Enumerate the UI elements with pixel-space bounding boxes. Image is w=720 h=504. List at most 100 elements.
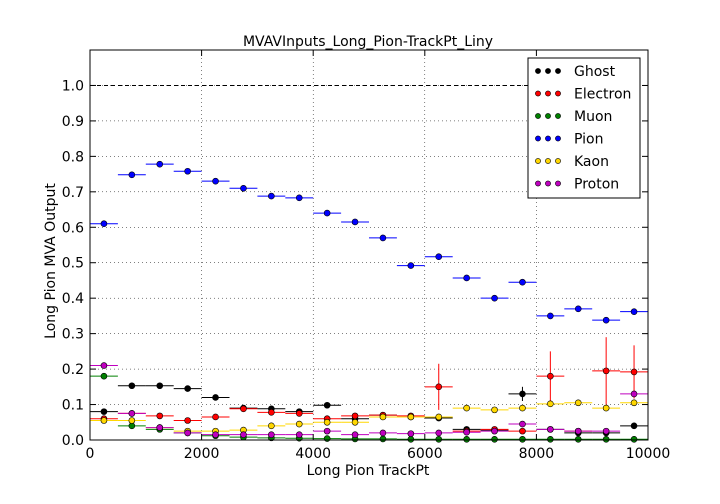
data-point <box>547 435 554 443</box>
data-point <box>351 431 359 438</box>
data-point <box>491 427 498 435</box>
plot-border <box>89 49 649 441</box>
data-point <box>156 382 164 390</box>
data-point <box>630 308 638 315</box>
data-point <box>407 413 415 421</box>
legend-marker <box>535 90 541 97</box>
legend-label: Kaon <box>574 154 609 170</box>
data-point <box>491 435 498 443</box>
data-point <box>212 394 219 401</box>
legend-marker <box>535 68 541 74</box>
data-point <box>463 435 470 443</box>
data-point <box>602 404 610 412</box>
data-point <box>184 385 191 392</box>
x-axis-title: Long Pion TrackPt <box>307 463 430 479</box>
data-point <box>351 418 359 426</box>
data-point <box>295 420 303 428</box>
data-point <box>212 413 219 421</box>
legend-marker <box>555 158 561 164</box>
data-point <box>435 413 443 421</box>
x-tick-label: 0 <box>86 446 95 462</box>
legend-item: Muon <box>535 109 612 125</box>
data-point <box>295 410 303 417</box>
data-point <box>574 427 582 435</box>
data-point <box>323 418 331 426</box>
series-proton <box>90 362 648 438</box>
data-point <box>435 429 443 437</box>
data-point <box>630 399 638 407</box>
data-point <box>128 417 136 424</box>
legend-marker <box>555 68 561 74</box>
data-point <box>574 435 582 443</box>
data-point <box>379 234 387 242</box>
data-point <box>128 171 136 179</box>
legend-item: Proton <box>535 177 619 193</box>
data-point <box>184 167 191 175</box>
data-point <box>463 274 470 282</box>
legend-marker <box>545 180 551 187</box>
legend-label: Electron <box>574 87 631 103</box>
series-layer <box>90 160 648 443</box>
data-point <box>240 405 247 413</box>
series-pion <box>90 160 648 324</box>
legend: Ghost Electron Muon Pion Kaon Proton <box>527 57 641 199</box>
data-point <box>268 422 275 430</box>
data-point <box>323 435 331 442</box>
y-tick-label: 0.2 <box>62 362 84 378</box>
data-point <box>630 368 638 376</box>
data-point <box>602 427 610 435</box>
data-point <box>351 412 359 420</box>
y-tick-label: 0.7 <box>62 185 84 201</box>
data-point <box>100 408 108 415</box>
data-point <box>268 192 275 200</box>
y-tick-label: 0.8 <box>62 149 84 165</box>
data-point <box>240 184 247 192</box>
data-point <box>435 253 443 261</box>
y-tick-label: 0.4 <box>62 291 84 307</box>
data-point <box>435 435 443 443</box>
legend-marker <box>555 90 561 97</box>
data-point <box>547 400 554 408</box>
legend-item: Pion <box>535 132 603 148</box>
data-point <box>463 404 470 412</box>
data-point <box>574 399 582 407</box>
data-point <box>212 431 219 438</box>
legend-marker <box>555 113 561 119</box>
data-point <box>128 410 136 417</box>
y-tick-label: 0.1 <box>62 398 84 414</box>
data-point <box>519 390 526 398</box>
legend-label: Pion <box>574 132 603 148</box>
data-point <box>630 422 638 430</box>
legend-marker <box>545 158 551 164</box>
data-point <box>602 435 610 443</box>
data-point <box>463 428 470 436</box>
legend-marker <box>535 158 541 164</box>
data-point <box>379 429 387 437</box>
legend-item: Ghost <box>535 64 616 80</box>
data-point <box>519 278 526 286</box>
data-point <box>100 362 108 369</box>
data-point <box>268 431 275 438</box>
data-point <box>295 431 303 438</box>
data-point <box>379 435 387 443</box>
data-point <box>574 305 582 313</box>
data-point <box>547 372 554 380</box>
data-point <box>323 401 331 409</box>
data-point <box>156 412 164 420</box>
data-point <box>630 435 638 443</box>
y-tick-label: 1.0 <box>62 78 84 94</box>
data-point <box>323 427 331 435</box>
y-tick-label: 0.0 <box>62 433 84 449</box>
y-axis-title: Long Pion MVA Output <box>43 183 59 339</box>
data-point <box>407 262 415 269</box>
data-point <box>100 220 108 228</box>
data-point <box>295 194 303 202</box>
data-point <box>100 372 108 380</box>
data-point <box>602 316 610 324</box>
data-point <box>212 177 219 185</box>
legend-label: Muon <box>574 109 612 125</box>
data-point <box>519 420 526 428</box>
data-point <box>240 431 247 438</box>
data-point <box>100 417 108 424</box>
